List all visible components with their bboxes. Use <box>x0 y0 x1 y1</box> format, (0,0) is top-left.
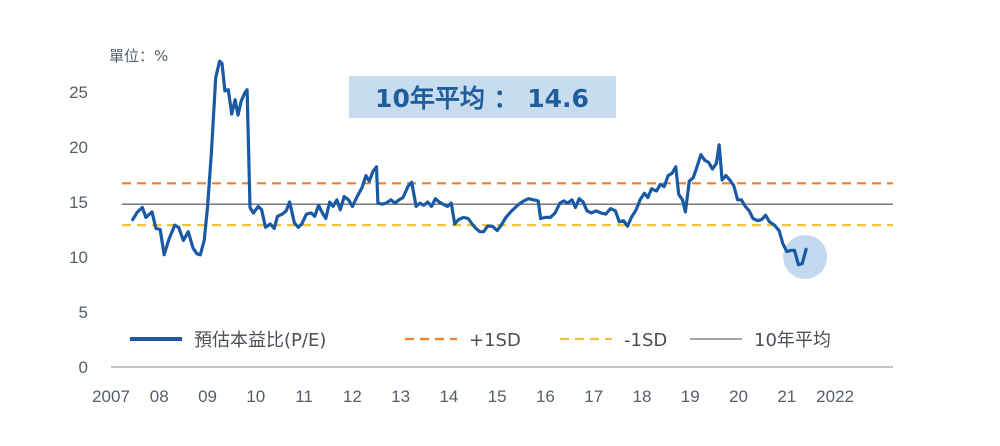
x-tick-label: 09 <box>198 387 217 406</box>
series-line <box>131 59 808 267</box>
x-tick-label: 15 <box>488 387 507 406</box>
x-tick-label: 14 <box>439 387 458 406</box>
x-tick-label: 11 <box>295 387 313 406</box>
legend-label: 預估本益比(P/E) <box>194 330 326 351</box>
reference-lines <box>122 182 893 227</box>
y-tick-label: 5 <box>79 303 88 322</box>
y-tick-label: 10 <box>69 248 88 267</box>
unit-label: 單位：% <box>109 47 168 65</box>
x-tick-label: 18 <box>633 387 652 406</box>
legend-label: 10年平均 <box>754 330 831 351</box>
y-tick-label: 15 <box>69 193 88 212</box>
x-tick-label: 2007 <box>92 387 130 406</box>
x-tick-label: 2022 <box>816 387 854 406</box>
y-tick-label: 20 <box>69 138 88 157</box>
y-tick-label: 0 <box>79 358 88 377</box>
x-tick-label: 10 <box>246 387 265 406</box>
x-tick-label: 19 <box>681 387 700 406</box>
series-group <box>131 59 808 267</box>
average-badge-background <box>349 76 616 118</box>
x-tick-label: 12 <box>343 387 362 406</box>
y-tick-label: 25 <box>69 83 88 102</box>
x-tick-label: 13 <box>391 387 410 406</box>
average-badge-text: 10年平均 ： 14.6 <box>375 84 589 113</box>
legend: 預估本益比(P/E) +1SD -1SD 10年平均 <box>130 330 831 351</box>
legend-label: -1SD <box>624 330 667 351</box>
x-tick-label: 17 <box>584 387 603 406</box>
x-tick-label: 20 <box>729 387 748 406</box>
x-tick-label: 08 <box>150 387 169 406</box>
legend-label: +1SD <box>469 330 521 351</box>
x-tick-label: 21 <box>777 387 796 406</box>
axis-group: 0 5 10 15 20 25 2007 08 09 10 11 12 13 14 15 16 17 18 19 20… <box>69 83 893 406</box>
x-tick-label: 16 <box>536 387 555 406</box>
average-badge: 10年平均 ： 14.6 <box>349 76 616 118</box>
